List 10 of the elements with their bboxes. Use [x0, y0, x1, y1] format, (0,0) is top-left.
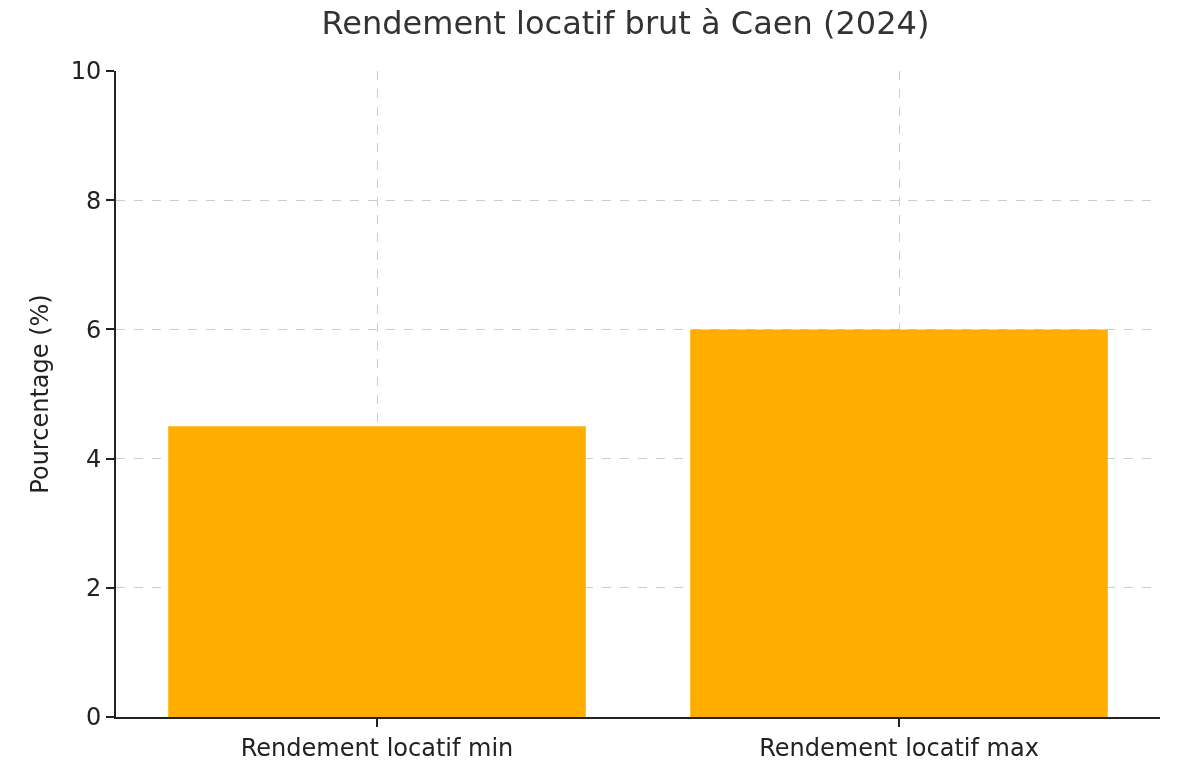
- y-tick-label: 0: [85, 703, 102, 732]
- y-tick-label: 2: [85, 574, 102, 603]
- y-tick-label: 6: [85, 315, 102, 344]
- y-tick-label: 4: [85, 445, 102, 473]
- y-tick-label: 10: [70, 57, 102, 86]
- x-tick-label: Rendement locatif max: [759, 733, 1039, 762]
- x-tick-label: Rendement locatif min: [240, 733, 514, 762]
- chart-title: Rendement locatif brut à Caen (2024): [321, 4, 930, 43]
- y-tick-label: 8: [85, 186, 102, 215]
- y-axis-title: Pourcentage (%): [26, 294, 55, 494]
